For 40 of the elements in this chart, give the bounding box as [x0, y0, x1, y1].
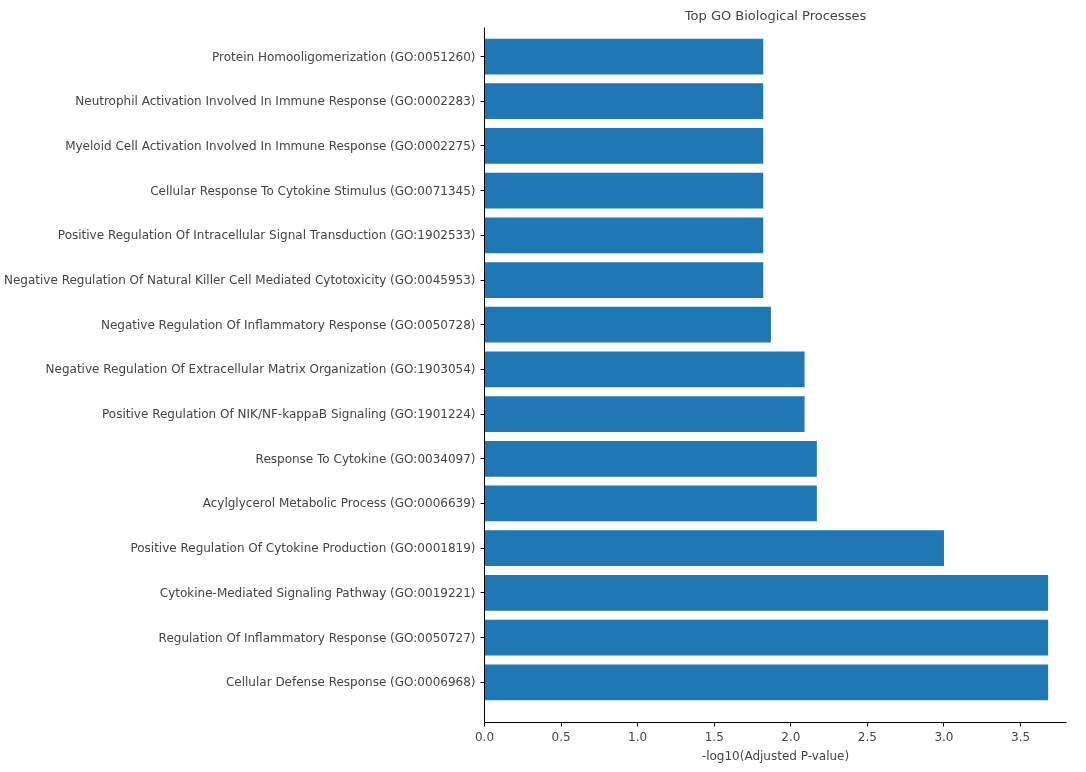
x-tick-label: 0.0	[474, 729, 495, 744]
bar	[484, 217, 764, 254]
chart-title: Top GO Biological Processes	[683, 7, 867, 23]
x-tick-label: 2.5	[857, 729, 877, 744]
x-tick-label: 2.0	[781, 729, 801, 744]
bar	[484, 485, 817, 522]
y-tick-label: Response To Cytokine (GO:0034097)	[255, 451, 476, 466]
bar	[484, 172, 764, 209]
bar	[484, 306, 771, 343]
bar	[484, 575, 1049, 611]
x-tick-label: 3.5	[1011, 729, 1031, 744]
bar	[484, 262, 764, 298]
x-tick-label: 3.0	[934, 729, 954, 744]
x-axis-title: -log10(Adjusted P-value)	[701, 748, 850, 763]
y-tick-label: Negative Regulation Of Inflammatory Response (GO:0050728)	[100, 317, 476, 332]
bar	[484, 664, 1049, 701]
y-tick-label: Neutrophil Activation Involved In Immune Response (GO:0002283)	[75, 94, 476, 109]
y-tick-label: Cytokine-Mediated Signaling Pathway (GO:0019221)	[159, 585, 476, 600]
y-tick-label: Myeloid Cell Activation Involved In Immune Response (GO:0002275)	[65, 138, 476, 153]
y-tick-label: Cellular Response To Cytokine Stimulus (GO:0071345)	[150, 183, 476, 198]
y-tick-label: Positive Regulation Of NIK/NF-kappaB Signaling (GO:1901224)	[102, 407, 476, 422]
y-tick-label: Regulation Of Inflammatory Response (GO:0050727)	[158, 630, 476, 645]
bar	[484, 619, 1049, 656]
bar	[484, 128, 764, 164]
bar	[484, 396, 805, 432]
y-tick-label: Positive Regulation Of Intracellular Signal Transduction (GO:1902533)	[57, 228, 476, 243]
y-tick-label: Protein Homooligomerization (GO:0051260)	[212, 49, 476, 64]
y-tick-label: Acylglycerol Metabolic Process (GO:0006639)	[202, 496, 476, 511]
bar	[484, 38, 764, 75]
y-tick-label: Negative Regulation Of Extracellular Matrix Organization (GO:1903054)	[45, 362, 476, 377]
y-tick-label: Negative Regulation Of Natural Killer Cell Mediated Cytotoxicity (GO:0045953)	[4, 273, 476, 288]
bar	[484, 440, 817, 477]
y-tick-label: Cellular Defense Response (GO:0006968)	[225, 675, 476, 690]
y-tick-label: Positive Regulation Of Cytokine Production (GO:0001819)	[130, 541, 476, 556]
bar	[484, 351, 805, 388]
x-tick-label: 1.0	[628, 729, 648, 744]
bar	[484, 83, 764, 120]
bar	[484, 530, 944, 567]
x-tick-label: 0.5	[551, 729, 571, 744]
x-tick-label: 1.5	[704, 729, 724, 744]
